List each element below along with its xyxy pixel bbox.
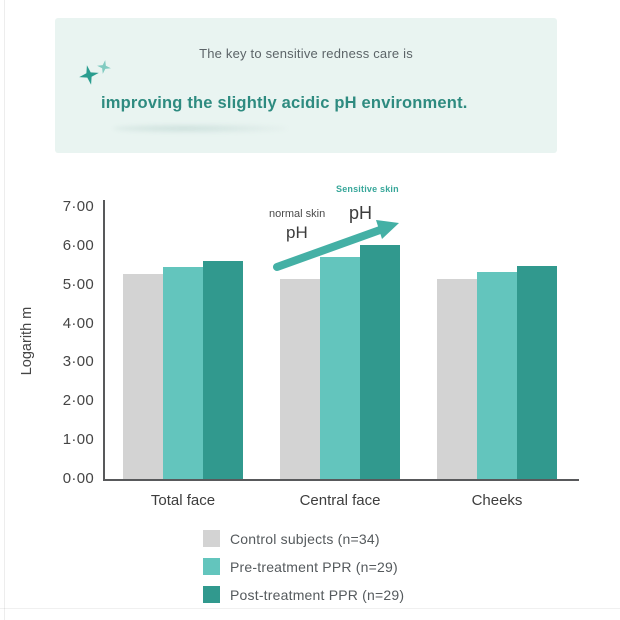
y-tick-label: 5·00 [62, 275, 94, 293]
legend-item: Post-treatment PPR (n=29) [203, 586, 404, 603]
legend-label: Control subjects (n=34) [230, 530, 380, 547]
bar-central-face-series-0 [280, 278, 320, 479]
headline-subtitle: The key to sensitive redness care is [199, 46, 413, 61]
legend-swatch [203, 530, 220, 547]
y-tick-label: 3·00 [62, 353, 94, 371]
x-category-label: Cheeks [471, 492, 523, 509]
legend-item: Control subjects (n=34) [203, 530, 404, 547]
y-tick-label: 2·00 [62, 392, 94, 410]
legend-item: Pre-treatment PPR (n=29) [203, 558, 404, 575]
annotation-normal-ph: pH [286, 223, 308, 242]
annotation-sensitive-skin: Sensitive skin [336, 184, 399, 194]
ph-trend-arrow-icon [268, 210, 408, 285]
bar-cheeks-series-2 [517, 265, 557, 479]
y-tick-label: 1·00 [62, 431, 94, 449]
sparkle-icon [79, 58, 115, 94]
legend-label: Post-treatment PPR (n=29) [230, 586, 405, 603]
legend-swatch [203, 558, 220, 575]
y-tick-label: 0·00 [62, 470, 94, 487]
headline-title: improving the slightly acidic pH environ… [101, 94, 468, 112]
y-axis-line [103, 200, 105, 481]
bar-cheeks-series-1 [477, 272, 517, 479]
annotation-sensitive-ph: pH [349, 203, 373, 223]
legend-swatch [203, 586, 220, 603]
bar-total-face-series-0 [123, 274, 163, 479]
annotation-normal-skin: normal skin [269, 208, 326, 220]
watermark-smudge [113, 124, 288, 133]
chart-region: Logarith m 0·00 1·00 2·00 3·00 4·00 5·00 6·00 7… [0, 170, 620, 620]
legend: Control subjects (n=34) Pre-treatment PPR… [203, 530, 404, 603]
legend-label: Pre-treatment PPR (n=29) [230, 558, 398, 575]
y-tick-label: 6·00 [62, 236, 94, 254]
bar-total-face-series-2 [203, 260, 243, 479]
page-bottom-divider [0, 608, 620, 609]
x-category-label: Total face [150, 492, 216, 509]
y-tick-label: 4·00 [62, 314, 94, 332]
headline-banner: The key to sensitive redness care is imp… [55, 18, 557, 153]
y-tick-label: 7·00 [62, 198, 94, 215]
bar-total-face-series-1 [163, 267, 203, 479]
bar-central-face-series-1 [320, 256, 360, 479]
x-category-label: Central face [299, 492, 381, 509]
x-axis-line [103, 479, 579, 481]
bar-cheeks-series-0 [437, 278, 477, 479]
page-left-border [4, 0, 5, 620]
bar-central-face-series-2 [360, 245, 400, 479]
